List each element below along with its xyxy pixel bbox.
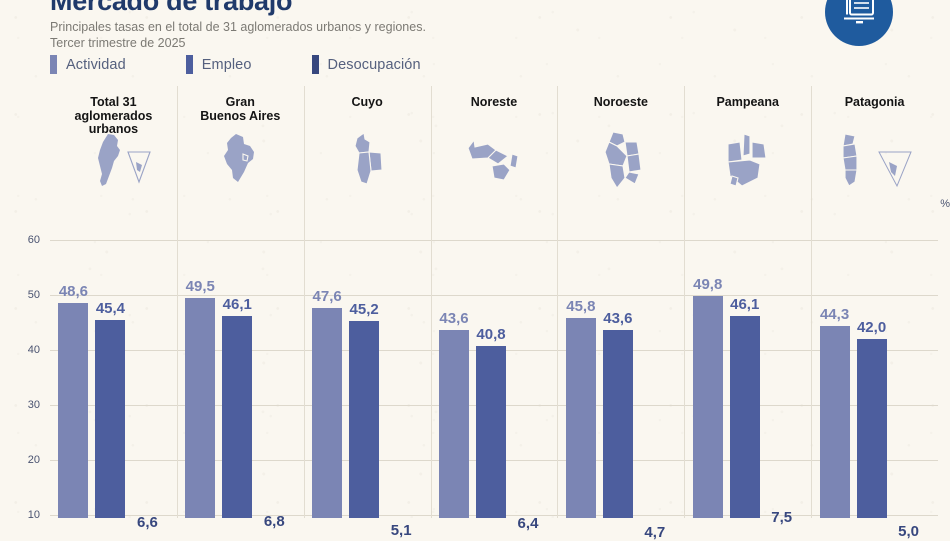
bar-value-label: 5,1 [390,521,412,539]
y-axis-tick-30: 30 [27,399,40,411]
bar-empleo-5 [602,330,633,518]
bar-actividad-2 [185,297,216,518]
y-axis-unit: % [940,198,950,210]
column-divider [684,86,686,518]
column-divider [811,86,813,518]
bar-value-label: 49,5 [185,277,215,295]
bar-value-label: 43,6 [439,310,469,328]
y-axis-tick-10: 10 [27,509,40,521]
logo-badge [825,0,893,46]
bar-actividad-1 [58,302,89,518]
y-axis-tick-20: 20 [27,454,40,466]
chart-column-6: Pampeana 49,8 46,1 7,5 [684,86,811,526]
bar-actividad-3 [312,308,343,518]
cuyo-map-icon [304,132,431,188]
bar-actividad-6 [692,296,723,518]
column-divider [557,86,559,518]
noroeste-map-icon [557,131,684,189]
bar-value-label: 47,6 [312,288,342,306]
bar-empleo-7 [856,339,887,518]
y-axis-tick-60: 60 [27,234,40,246]
column-header-label: Cuyo [351,95,383,109]
laptop-icon [844,0,874,24]
legend-swatch-empleo [185,55,193,74]
y-axis-tick-40: 40 [27,344,40,356]
legend-label-desocupacion: Desocupación [327,56,421,73]
bar-value-label: 45,4 [95,300,126,318]
header: Mercado de trabajo Principales tasas en … [50,0,750,51]
chart-column-5: Noroeste 45,8 43,6 4,7 [557,86,684,541]
column-header-label: Total 31 aglomerados urbanos [74,95,153,136]
chart-plot-area: % 10 20 30 40 50 60 Total 31 aglomerados urbano… [0,86,950,541]
bar-value-label: 5,0 [898,522,919,540]
bar-empleo-4 [475,345,506,518]
bar-actividad-7 [819,326,850,518]
chart-subtitle: Principales tasas en el total de 31 aglo… [50,19,750,51]
bar-empleo-2 [222,316,253,518]
column-divider [176,86,178,518]
column-divider [303,86,305,518]
chart-column-1: Total 31 aglomerados urbanos 48,6 45,4 6,6 [50,86,177,531]
column-header-label: Gran Buenos Aires [200,95,281,123]
legend-item-empleo: Empleo [185,55,252,74]
legend-item-desocupacion: Desocupación [311,55,421,74]
bar-empleo-1 [95,320,126,518]
bar-value-label: 40,8 [476,325,506,343]
gran-buenos-aires-map-icon [177,132,304,188]
bar-value-label: 45,2 [349,301,379,319]
column-divider [430,86,432,518]
bar-empleo-6 [729,316,760,518]
bar-actividad-5 [565,318,596,518]
page-title: Mercado de trabajo [50,0,293,16]
noreste-map-icon [431,132,558,188]
bar-value-label: 46,1 [730,296,760,314]
bar-value-label: 44,3 [819,306,850,324]
chart-column-2: Gran Buenos Aires 49,5 46,1 6,8 [177,86,304,530]
column-header-label: Patagonia [844,95,905,109]
chart-column-4: Noreste 43,6 40,8 6,4 [431,86,558,532]
y-axis-tick-50: 50 [27,289,40,301]
gridline-50 [50,295,938,296]
bar-actividad-4 [438,330,469,518]
bar-empleo-3 [349,321,380,518]
bar-value-label: 46,1 [222,296,252,314]
argentina-map-icon [50,132,177,188]
legend-swatch-desocupacion [311,55,319,74]
pampeana-map-icon [684,132,811,188]
bar-value-label: 7,5 [771,508,793,526]
bar-value-label: 6,4 [517,514,539,532]
bar-value-label: 6,8 [263,512,285,530]
chart-column-7: Patagonia 44,3 42,0 5,0 [811,86,938,540]
legend: Actividad Empleo Desocupación [50,55,481,74]
legend-label-empleo: Empleo [201,56,252,73]
subtitle-line-2: Tercer trimestre de 2025 [50,36,186,50]
column-header-label: Noroeste [593,95,648,109]
column-header-label: Noreste [470,95,518,109]
legend-item-actividad: Actividad [50,55,126,74]
gridline-60 [50,240,938,241]
patagonia-map-icon [811,132,938,188]
bar-value-label: 48,6 [58,282,89,300]
subtitle-line-1: Principales tasas en el total de 31 aglo… [50,20,426,34]
column-header-label: Pampeana [716,95,779,109]
bar-value-label: 45,8 [566,298,596,316]
bar-value-label: 42,0 [856,319,887,336]
bar-value-label: 43,6 [603,310,633,328]
bar-value-label: 6,6 [136,513,158,531]
chart-column-3: Cuyo 47,6 45,2 5,1 [304,86,431,539]
bar-value-label: 49,8 [693,276,723,294]
legend-label-actividad: Actividad [66,56,126,73]
legend-swatch-actividad [50,55,57,74]
bar-value-label: 4,7 [644,524,666,541]
